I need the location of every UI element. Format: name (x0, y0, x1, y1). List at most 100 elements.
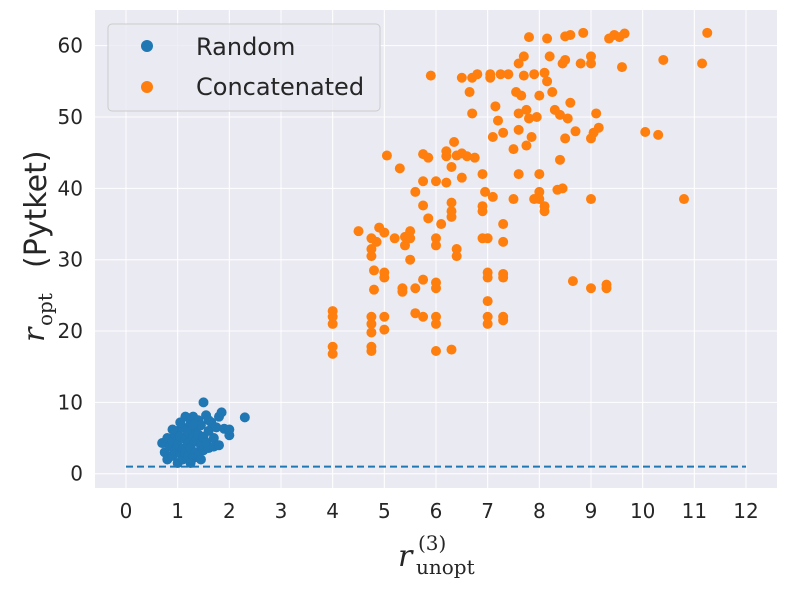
data-point-random (214, 440, 224, 451)
data-point-concatenated (619, 28, 630, 39)
data-point-concatenated (534, 194, 545, 205)
data-point-concatenated (495, 69, 506, 80)
x-axis-label: r (3) unopt (398, 531, 475, 579)
data-point-concatenated (534, 90, 545, 101)
y-axis-label-suffix: (Pytket) (19, 150, 54, 268)
y-axis-label: r opt (Pytket) (17, 150, 57, 342)
data-point-concatenated (371, 236, 382, 247)
data-point-concatenated (498, 311, 509, 322)
data-point-concatenated (565, 29, 576, 40)
data-point-concatenated (449, 136, 460, 147)
data-point-concatenated (557, 183, 568, 194)
x-tick-label: 11 (682, 499, 707, 523)
data-point-concatenated (462, 151, 472, 162)
y-axis-label-subscript: opt (33, 293, 57, 326)
data-point-concatenated (482, 318, 493, 329)
data-point-concatenated (431, 233, 441, 244)
data-point-concatenated (441, 146, 452, 157)
data-point-concatenated (516, 90, 527, 101)
data-point-concatenated (508, 144, 519, 155)
data-point-concatenated (366, 318, 377, 329)
data-point-random (195, 454, 206, 465)
data-point-concatenated (702, 27, 713, 38)
legend-label-random: Random (196, 33, 295, 61)
x-tick-label: 8 (533, 499, 546, 523)
data-point-concatenated (431, 346, 441, 357)
data-point-concatenated (423, 213, 434, 224)
data-point-concatenated (431, 318, 441, 329)
data-point-concatenated (431, 277, 441, 288)
y-tick-label: 40 (58, 176, 83, 200)
data-point-concatenated (503, 69, 514, 80)
data-point-random (167, 424, 178, 435)
x-tick-label: 10 (630, 499, 655, 523)
data-point-concatenated (482, 296, 493, 307)
data-point-random (188, 419, 199, 430)
data-point-random (203, 425, 214, 436)
data-point-random (211, 422, 222, 433)
data-point-concatenated (555, 154, 565, 165)
data-point-concatenated (542, 76, 553, 87)
data-point-concatenated (482, 267, 493, 278)
data-point-concatenated (425, 70, 436, 81)
data-point-concatenated (586, 283, 596, 294)
data-point-concatenated (397, 283, 408, 294)
data-point-concatenated (570, 126, 581, 137)
data-point-concatenated (482, 311, 493, 322)
data-point-concatenated (441, 177, 452, 188)
x-tick-label: 9 (585, 499, 598, 523)
data-point-concatenated (518, 70, 529, 81)
data-point-concatenated (405, 233, 416, 244)
x-tick-labels: 0 1 2 3 4 5 6 7 8 9 10 11 12 (120, 499, 759, 523)
data-point-concatenated (456, 172, 467, 183)
data-point-concatenated (394, 163, 405, 174)
data-point-concatenated (472, 69, 483, 80)
data-point-concatenated (679, 194, 689, 205)
data-point-concatenated (379, 267, 390, 278)
data-point-concatenated (327, 306, 338, 317)
data-point-concatenated (477, 169, 488, 180)
data-point-concatenated (524, 32, 534, 43)
legend-frame (107, 23, 381, 112)
x-axis-label-base: r (398, 539, 414, 574)
data-point-concatenated (498, 219, 509, 230)
data-point-concatenated (418, 200, 429, 211)
data-point-concatenated (480, 186, 491, 197)
data-point-concatenated (418, 176, 429, 187)
data-point-concatenated (410, 186, 421, 197)
data-point-concatenated (451, 244, 462, 254)
data-point-concatenated (410, 308, 421, 319)
y-axis-label-base: r (17, 326, 52, 342)
legend: Random Concatenated (107, 23, 381, 112)
data-point-concatenated (524, 113, 534, 124)
x-tick-label: 1 (171, 499, 184, 523)
data-point-concatenated (487, 191, 498, 202)
data-point-concatenated (544, 51, 555, 62)
data-point-concatenated (575, 58, 586, 69)
data-point-concatenated (431, 311, 441, 322)
data-point-concatenated (498, 236, 509, 247)
data-point-concatenated (366, 244, 377, 254)
legend-marker-concatenated (141, 81, 153, 93)
x-tick-label: 12 (733, 499, 758, 523)
data-point-concatenated (369, 265, 379, 276)
data-point-concatenated (578, 27, 589, 38)
y-tick-labels: 0 10 20 30 40 50 60 (58, 34, 83, 486)
data-point-concatenated (477, 201, 488, 212)
x-tick-label: 5 (378, 499, 391, 523)
data-point-concatenated (431, 176, 441, 187)
data-point-concatenated (405, 254, 416, 265)
x-axis-label-superscript: (3) (418, 531, 446, 555)
data-point-concatenated (547, 87, 558, 98)
data-point-concatenated (493, 115, 503, 126)
data-point-concatenated (418, 274, 429, 285)
data-point-random (216, 407, 227, 418)
data-point-concatenated (640, 126, 651, 137)
data-point-concatenated (451, 251, 462, 262)
data-point-concatenated (513, 124, 524, 135)
data-point-concatenated (513, 58, 524, 69)
data-point-concatenated (617, 62, 627, 73)
legend-marker-random (141, 40, 153, 52)
data-point-concatenated (539, 67, 550, 78)
